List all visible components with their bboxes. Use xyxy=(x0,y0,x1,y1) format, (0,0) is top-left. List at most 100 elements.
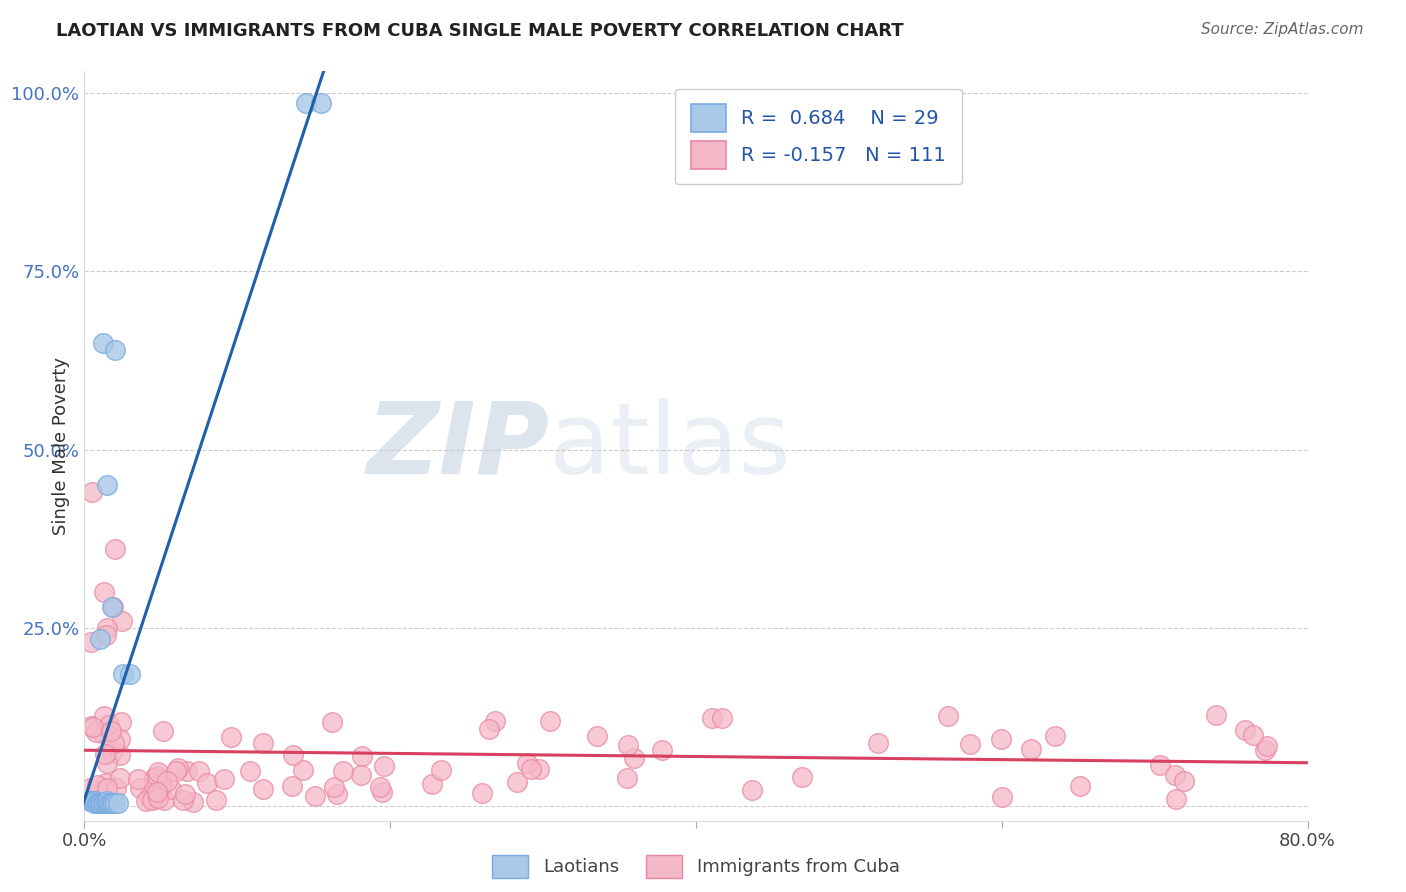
Point xyxy=(332,764,354,779)
Point xyxy=(172,793,194,807)
Point xyxy=(79,780,101,795)
Point xyxy=(87,793,110,807)
Point xyxy=(368,780,391,794)
Point xyxy=(142,779,165,793)
Point xyxy=(252,736,274,750)
Point xyxy=(96,756,118,771)
Point xyxy=(80,794,103,808)
Point xyxy=(959,737,981,751)
Text: LAOTIAN VS IMMIGRANTS FROM CUBA SINGLE MALE POVERTY CORRELATION CHART: LAOTIAN VS IMMIGRANTS FROM CUBA SINGLE M… xyxy=(56,22,904,40)
Point xyxy=(89,796,111,810)
Point xyxy=(1069,779,1091,793)
Point xyxy=(90,726,112,740)
Point xyxy=(195,776,218,790)
Point xyxy=(991,790,1014,805)
Point xyxy=(98,796,121,810)
Point xyxy=(585,729,607,743)
Point xyxy=(90,796,112,810)
Point xyxy=(101,599,124,614)
Point xyxy=(103,599,125,614)
Point xyxy=(252,781,274,796)
Point xyxy=(1256,739,1278,753)
Point xyxy=(149,772,172,787)
Point xyxy=(866,736,889,750)
Point xyxy=(936,709,959,723)
Point xyxy=(89,796,111,810)
Point xyxy=(623,751,645,765)
Point xyxy=(127,772,149,786)
Point xyxy=(1205,707,1227,722)
Point xyxy=(790,770,813,784)
Point xyxy=(429,763,451,777)
Point xyxy=(527,762,550,776)
Point xyxy=(84,794,107,808)
Point xyxy=(167,761,190,775)
Point xyxy=(108,748,131,763)
Legend: Laotians, Immigrants from Cuba: Laotians, Immigrants from Cuba xyxy=(484,847,908,887)
Point xyxy=(1234,723,1257,737)
Point xyxy=(326,787,349,801)
Point xyxy=(239,764,262,778)
Point xyxy=(97,796,120,810)
Point xyxy=(89,632,111,646)
Point xyxy=(93,747,115,761)
Point xyxy=(616,771,638,785)
Point xyxy=(138,790,160,805)
Point xyxy=(516,756,538,770)
Point xyxy=(86,796,108,810)
Point xyxy=(128,781,150,796)
Point xyxy=(159,782,181,797)
Point xyxy=(538,714,561,728)
Point xyxy=(80,485,103,500)
Point xyxy=(93,796,115,810)
Point xyxy=(700,711,723,725)
Point xyxy=(280,779,302,793)
Point xyxy=(96,796,118,810)
Point xyxy=(205,793,228,807)
Point xyxy=(311,96,333,111)
Point xyxy=(120,667,142,681)
Point xyxy=(219,730,242,744)
Point xyxy=(103,796,125,810)
Point xyxy=(142,771,165,785)
Point xyxy=(104,542,127,557)
Point xyxy=(108,731,131,746)
Point xyxy=(87,796,110,810)
Point xyxy=(80,719,103,733)
Point xyxy=(111,667,134,681)
Point xyxy=(103,737,125,751)
Point xyxy=(323,780,346,794)
Point xyxy=(153,792,176,806)
Point xyxy=(283,748,305,763)
Point xyxy=(110,714,132,729)
Point xyxy=(990,732,1012,747)
Point xyxy=(176,764,198,778)
Point xyxy=(93,585,115,599)
Point xyxy=(80,635,103,649)
Point xyxy=(79,794,101,808)
Point xyxy=(155,773,177,788)
Point xyxy=(96,621,118,635)
Point xyxy=(1166,792,1188,806)
Point xyxy=(373,758,395,772)
Point xyxy=(350,767,373,781)
Point xyxy=(101,796,124,810)
Point xyxy=(94,628,117,642)
Point xyxy=(291,763,314,777)
Point xyxy=(84,724,107,739)
Point xyxy=(1043,730,1066,744)
Point xyxy=(152,723,174,738)
Point xyxy=(96,794,118,808)
Point xyxy=(107,796,129,810)
Point xyxy=(1019,742,1042,756)
Point xyxy=(101,745,124,759)
Point xyxy=(104,796,127,810)
Point xyxy=(304,789,326,804)
Point xyxy=(295,96,318,111)
Point xyxy=(711,710,734,724)
Point xyxy=(146,769,169,783)
Text: Source: ZipAtlas.com: Source: ZipAtlas.com xyxy=(1201,22,1364,37)
Point xyxy=(187,764,209,778)
Point xyxy=(506,775,529,789)
Point xyxy=(352,749,374,764)
